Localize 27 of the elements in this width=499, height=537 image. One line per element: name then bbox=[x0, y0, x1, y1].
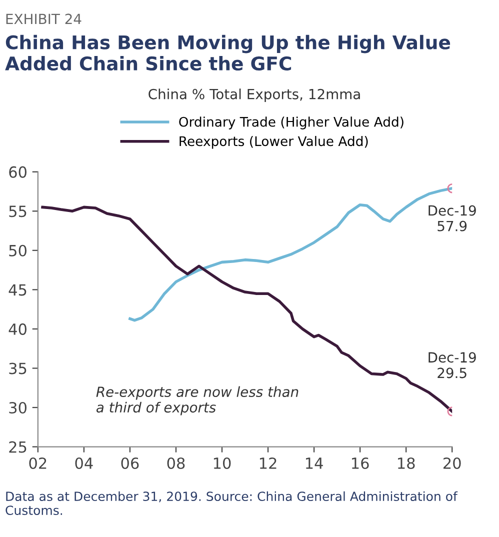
text: EXHIBIT 24 bbox=[6, 14, 82, 24]
x-tick-label: 08 bbox=[167, 457, 185, 470]
chart-subtitle: China % Total Exports, 12mma bbox=[148, 88, 360, 102]
x-tick-label: 20 bbox=[443, 457, 461, 470]
y-tick-label: 40 bbox=[8, 323, 26, 335]
chart-title: China Has Been Moving Up the High Value Added Chain Since the GFC bbox=[5, 34, 450, 71]
x-tick-label: 10 bbox=[214, 457, 231, 470]
text: Data as at December 31, 2019. Source: China General Administration of Customs. bbox=[6, 491, 458, 516]
y-tick-label: 30 bbox=[9, 402, 26, 414]
x-tick-label: 18 bbox=[398, 457, 415, 470]
x-tick-label: 12 bbox=[260, 457, 276, 469]
y-tick-label: 50 bbox=[9, 244, 26, 256]
annotation: Dec-19 29.5 bbox=[428, 352, 476, 378]
x-tick-label: 16 bbox=[352, 457, 369, 470]
y-tick-label: 45 bbox=[8, 284, 26, 296]
x-tick-label: 06 bbox=[121, 457, 139, 470]
legend-label: Reexports (Lower Value Add) bbox=[180, 136, 368, 149]
y-tick-label: 55 bbox=[9, 206, 26, 218]
y-tick-label: 35 bbox=[9, 362, 26, 374]
annotation: Re-exports are now less than a third of exports bbox=[96, 386, 298, 416]
y-tick-label: 60 bbox=[9, 166, 26, 178]
x-tick-label: 14 bbox=[306, 458, 323, 469]
legend-label: Ordinary Trade (Higher Value Add) bbox=[179, 116, 404, 130]
x-tick-label: 04 bbox=[75, 457, 93, 470]
y-tick-label: 25 bbox=[9, 441, 26, 453]
x-tick-label: 02 bbox=[29, 457, 46, 470]
annotation: Dec-19 57.9 bbox=[428, 205, 476, 232]
